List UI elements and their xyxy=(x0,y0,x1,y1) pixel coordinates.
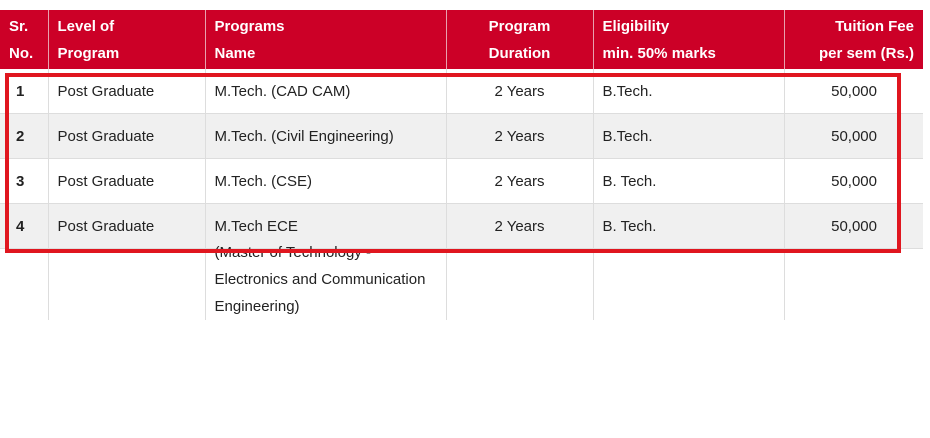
table-row-continuation: (Master of Technology - Electronics and … xyxy=(0,244,923,320)
header-fee-line1: Tuition Fee xyxy=(835,17,914,35)
cell-fee: 50,000 xyxy=(784,113,923,159)
cell-sr: 3 xyxy=(0,158,49,204)
cell-level: Post Graduate xyxy=(48,203,206,249)
header-program-line1: Programs xyxy=(214,17,285,35)
header-duration: Program Duration xyxy=(446,10,594,69)
cell-duration: 2 Years xyxy=(446,69,594,114)
cell-program-continuation: (Master of Technology - Electronics and … xyxy=(205,244,447,320)
program-subtitle-line2: Electronics and Communication xyxy=(214,271,426,288)
header-sr-no: Sr. No. xyxy=(0,10,49,69)
header-level: Level of Program xyxy=(48,10,206,69)
cell-eligibility: B. Tech. xyxy=(593,203,785,249)
program-subtitle-line1: (Master of Technology - xyxy=(214,244,371,261)
header-eligibility-line1: Eligibility xyxy=(602,17,670,35)
cell-fee: 50,000 xyxy=(784,69,923,114)
programs-table: Sr. No. Level of Program Programs Name P… xyxy=(0,10,923,320)
table-row: 2 Post Graduate M.Tech. (Civil Engineeri… xyxy=(0,113,923,159)
header-sr-line1: Sr. xyxy=(9,17,29,35)
cell-fee: 50,000 xyxy=(784,203,923,249)
cell-program: M.Tech. (Civil Engineering) xyxy=(205,113,447,159)
cell-level: Post Graduate xyxy=(48,158,206,204)
header-fee-line2: per sem (Rs.) xyxy=(818,44,914,62)
header-sr-line2: No. xyxy=(9,44,34,62)
cell-eligibility: B.Tech. xyxy=(593,69,785,114)
cell-sr: 2 xyxy=(0,113,49,159)
program-subtitle-line3: Engineering) xyxy=(214,298,300,315)
cell-empty xyxy=(593,248,785,320)
cell-sr: 4 xyxy=(0,203,49,249)
cell-program: M.Tech. (CSE) xyxy=(205,158,447,204)
table-row: 1 Post Graduate M.Tech. (CAD CAM) 2 Year… xyxy=(0,69,923,114)
cell-fee: 50,000 xyxy=(784,158,923,204)
cell-empty xyxy=(48,248,206,320)
header-duration-line1: Program xyxy=(488,17,551,35)
header-level-line2: Program xyxy=(57,44,120,62)
cell-empty xyxy=(0,248,49,320)
header-eligibility: Eligibility min. 50% marks xyxy=(593,10,785,69)
header-duration-line2: Duration xyxy=(488,44,551,62)
header-eligibility-line2: min. 50% marks xyxy=(602,44,716,62)
table-row: 4 Post Graduate M.Tech ECE 2 Years B. Te… xyxy=(0,203,923,249)
header-program-line2: Name xyxy=(214,44,256,62)
cell-duration: 2 Years xyxy=(446,203,594,249)
cell-eligibility: B.Tech. xyxy=(593,113,785,159)
table-row: 3 Post Graduate M.Tech. (CSE) 2 Years B.… xyxy=(0,158,923,204)
cell-eligibility: B. Tech. xyxy=(593,158,785,204)
cell-duration: 2 Years xyxy=(446,113,594,159)
cell-level: Post Graduate xyxy=(48,69,206,114)
cell-empty xyxy=(446,248,594,320)
cell-level: Post Graduate xyxy=(48,113,206,159)
cell-program: M.Tech. (CAD CAM) xyxy=(205,69,447,114)
header-program-name: Programs Name xyxy=(205,10,447,69)
cell-program: M.Tech ECE xyxy=(205,203,447,249)
cell-duration: 2 Years xyxy=(446,158,594,204)
table-header-row: Sr. No. Level of Program Programs Name P… xyxy=(0,10,923,69)
header-level-line1: Level of xyxy=(57,17,115,35)
header-tuition-fee: Tuition Fee per sem (Rs.) xyxy=(784,10,923,69)
cell-sr: 1 xyxy=(0,69,49,114)
cell-empty xyxy=(784,248,923,320)
